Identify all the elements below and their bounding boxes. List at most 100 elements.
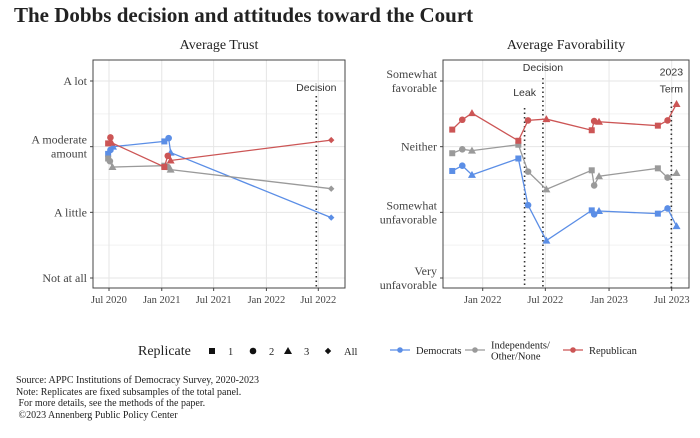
point-triangle <box>542 236 551 244</box>
event-label: Leak <box>513 87 537 99</box>
x-tick-label: Jul 2021 <box>196 295 232 306</box>
y-tick-label: Not at all <box>42 271 87 285</box>
point-circle <box>458 145 466 153</box>
y-tick-label: Somewhat unfavorable <box>380 198 438 226</box>
footer-notes: Source: APPC Institutions of Democracy S… <box>16 375 259 421</box>
point-triangle <box>284 347 292 354</box>
point-triangle <box>542 185 551 193</box>
legend-point <box>570 347 576 353</box>
point-diamond <box>328 136 335 144</box>
x-tick-label: Jan 2023 <box>590 295 628 306</box>
point-square <box>449 150 456 157</box>
point-circle <box>458 116 466 124</box>
point-circle <box>524 117 532 124</box>
legend-replicate-label: 1 <box>228 347 233 358</box>
point-triangle <box>166 165 175 173</box>
text-line: Term <box>660 84 684 96</box>
event-label: 2023 Term <box>660 67 684 96</box>
point-square <box>449 126 456 133</box>
legend-replicate-label: All <box>344 347 358 358</box>
plot-background <box>93 60 345 288</box>
legend-party-label: Republican <box>589 346 638 357</box>
event-label: Decision <box>523 62 563 74</box>
series-republican <box>105 134 335 171</box>
y-tick-label: A moderate amount <box>31 133 87 161</box>
point-triangle <box>467 109 476 117</box>
text-line: Somewhat <box>386 67 437 81</box>
legend-party-label: Independents/Other/None <box>491 341 550 363</box>
point-square <box>515 155 522 162</box>
point-diamond <box>324 347 332 355</box>
legend-title: Replicate <box>138 344 191 359</box>
legend-point <box>472 347 478 353</box>
point-triangle <box>595 117 604 125</box>
point-circle <box>249 347 257 355</box>
point-square <box>105 150 112 157</box>
text-line: A moderate <box>31 133 87 147</box>
x-tick-label: Jan 2022 <box>464 295 502 306</box>
point-triangle <box>166 156 175 164</box>
point-triangle <box>672 168 681 176</box>
point-triangle <box>107 138 116 146</box>
legend-replicate-label: 2 <box>269 347 274 358</box>
point-circle <box>165 134 172 142</box>
point-triangle <box>595 207 604 215</box>
copyright-note: ©2023 Annenberg Public Policy Center <box>16 409 178 421</box>
point-square <box>515 141 522 148</box>
methods-note: For more details, see the methods of the… <box>16 398 206 409</box>
text-line: Somewhat <box>386 198 437 212</box>
plot-frame <box>442 59 690 289</box>
y-tick-label: Somewhat favorable <box>386 67 437 95</box>
x-tick-label: Jan 2022 <box>248 295 286 306</box>
point-circle <box>664 174 671 181</box>
point-square <box>588 167 595 174</box>
text-line: Other/None <box>491 352 541 363</box>
x-tick-label: Jan 2021 <box>143 295 181 306</box>
point-triangle <box>109 142 118 150</box>
point-square <box>161 138 168 145</box>
point-square <box>515 137 522 144</box>
text-line: favorable <box>392 81 437 95</box>
point-triangle <box>108 163 117 171</box>
point-square <box>209 348 215 354</box>
point-triangle <box>672 222 681 230</box>
panel-title: Average Trust <box>180 38 259 53</box>
series-republican <box>449 99 681 144</box>
y-tick-label: Very unfavorable <box>380 264 437 292</box>
text-line: 2023 <box>660 67 684 79</box>
legend-party-label: Democrats <box>416 346 461 357</box>
y-tick-label: A little <box>54 205 87 219</box>
plot-frame <box>92 59 346 289</box>
text-line: unfavorable <box>380 212 437 226</box>
point-circle <box>590 117 598 125</box>
point-square <box>588 127 595 134</box>
point-square <box>654 210 661 217</box>
point-triangle <box>595 172 604 180</box>
series-independents <box>449 141 681 193</box>
x-tick-label: Jul 2022 <box>527 295 563 306</box>
point-square <box>654 165 661 172</box>
replicate-note: Note: Replicates are fixed subsamples of… <box>16 386 242 398</box>
point-circle <box>664 205 671 212</box>
point-circle <box>524 168 532 175</box>
point-circle <box>590 182 598 189</box>
point-circle <box>164 152 172 160</box>
event-label: Decision <box>296 82 336 94</box>
y-tick-label: A lot <box>63 74 87 88</box>
point-circle <box>107 134 114 141</box>
point-square <box>161 164 168 171</box>
text-line: amount <box>51 147 88 161</box>
source-note: Source: APPC Institutions of Democracy S… <box>16 375 259 386</box>
point-circle <box>106 157 114 165</box>
text-line: Very <box>414 264 437 278</box>
text-line: unfavorable <box>380 278 437 292</box>
plot-background <box>443 60 689 288</box>
point-circle <box>664 117 671 124</box>
point-triangle <box>467 170 476 178</box>
legend-point <box>397 347 403 353</box>
point-triangle <box>467 146 476 154</box>
x-tick-label: Jul 2022 <box>300 295 336 306</box>
point-diamond <box>328 214 335 221</box>
chart-title: The Dobbs decision and attitudes toward … <box>14 3 474 27</box>
